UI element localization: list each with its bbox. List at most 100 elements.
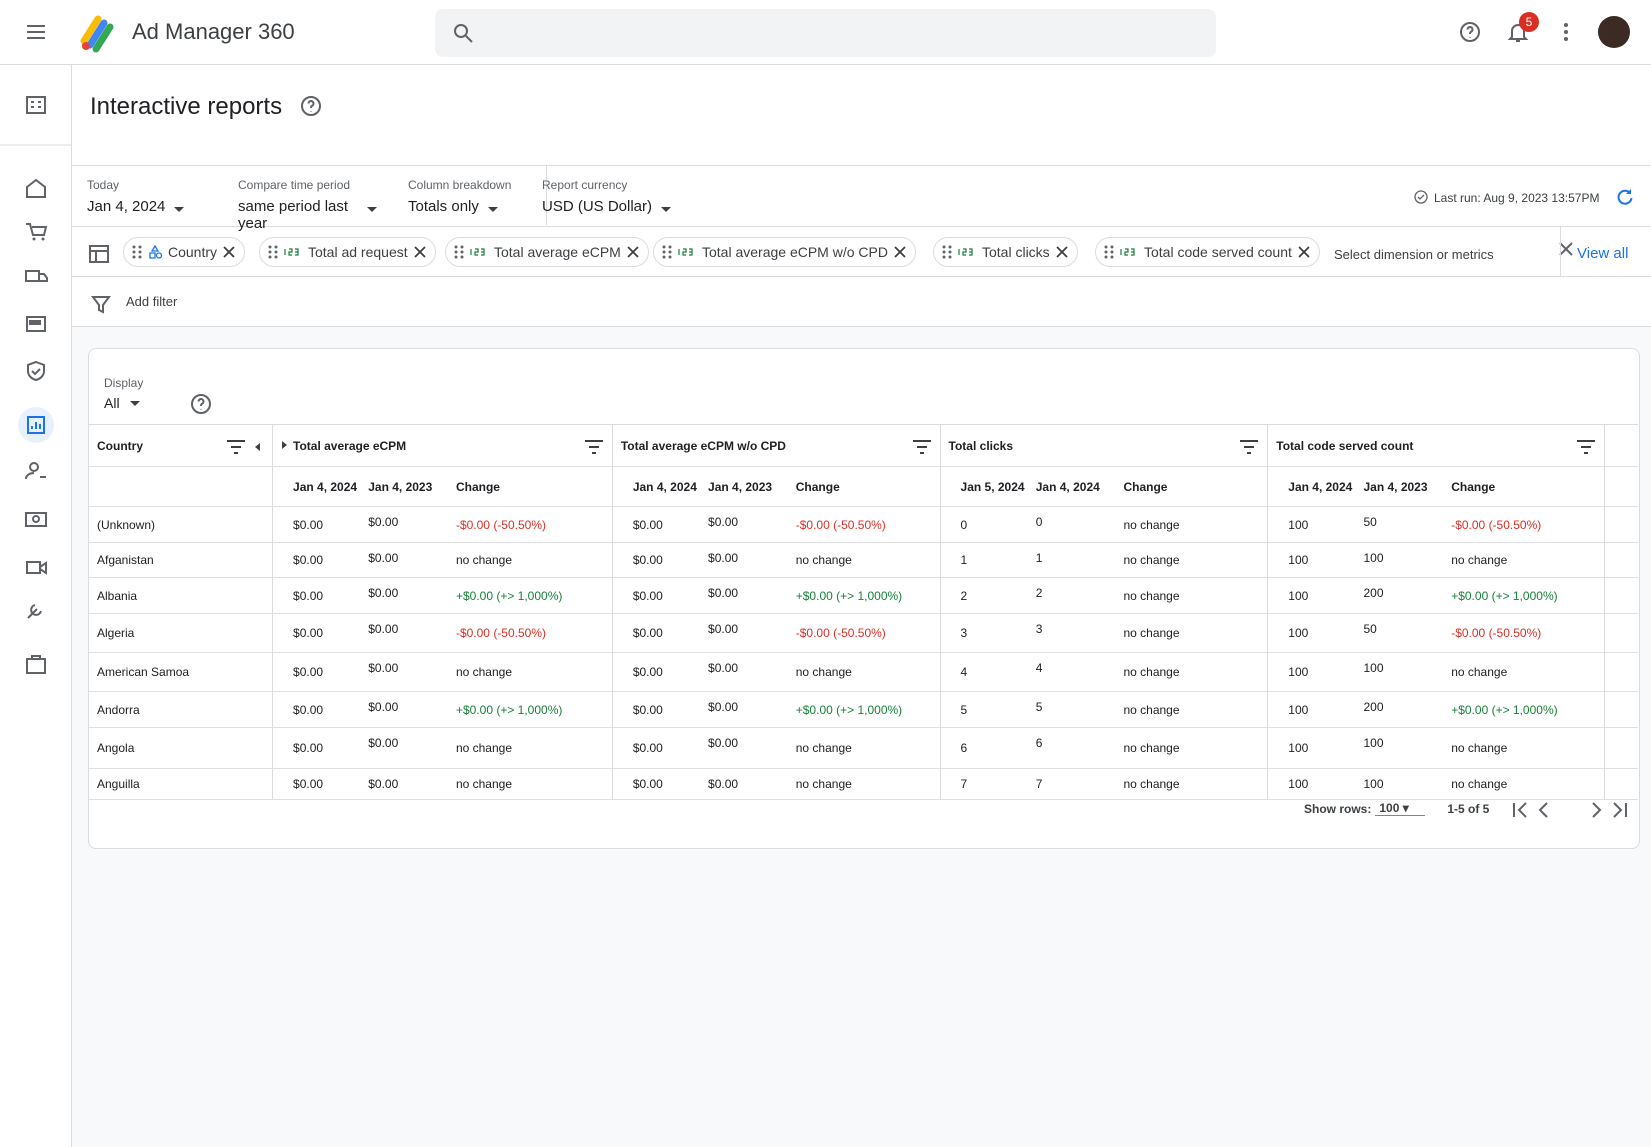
value-cell: $0.00 — [272, 691, 361, 728]
value-cell: +$0.00 (+> 1,000%) — [1443, 691, 1605, 728]
value-cell: $0.00 — [700, 768, 788, 800]
value-cell: no change — [1115, 727, 1268, 769]
value-cell: $0.00 — [611, 542, 701, 578]
chip-label: Total code served count — [1144, 244, 1292, 260]
group-header-text: Total code served count — [1276, 438, 1414, 453]
control-label: Report currency — [542, 178, 628, 192]
country-cell: Angola — [89, 727, 273, 769]
search-box[interactable] — [435, 9, 1216, 57]
avatar[interactable] — [1598, 16, 1630, 48]
add-filter[interactable]: Add filter — [126, 294, 178, 309]
value-cell: -$0.00 (-50.50%) — [787, 613, 941, 653]
value-cell: 6 — [939, 727, 1028, 769]
report-header: Interactive reports Last run: Aug 9, 202… — [72, 65, 1651, 327]
value-cell: +$0.00 (+> 1,000%) — [447, 691, 613, 728]
menu-button[interactable] — [24, 20, 48, 44]
view-all[interactable]: View all — [1577, 245, 1629, 262]
table-row: American Samoa $0.00 $0.00 no change $0.00 $0… — [89, 652, 1638, 692]
subheader-row: Jan 4, 2024 Jan 4, 2023 Change Jan 4, 2024 J… — [89, 466, 1638, 507]
value-cell: $0.00 — [611, 577, 701, 614]
subheader: Jan 4, 2023 — [360, 466, 448, 507]
group-header: Total average eCPM w/o CPD — [611, 424, 941, 467]
country-cell: Algeria — [89, 613, 273, 653]
value-cell: 100 — [1355, 727, 1444, 769]
value-cell: $0.00 — [611, 727, 701, 769]
value-cell: no change — [787, 727, 941, 769]
page-nav[interactable] — [1509, 799, 1634, 821]
value-cell: 4 — [1027, 652, 1116, 692]
value-cell: 5 — [939, 691, 1028, 728]
dimension-header-text: Country — [97, 438, 143, 453]
chip[interactable]: Country — [123, 237, 246, 267]
value-cell: 100 — [1355, 542, 1444, 578]
control-value: Totals only — [408, 198, 499, 215]
subheader: Change — [1443, 466, 1605, 507]
subheader: Jan 4, 2024 — [611, 466, 701, 507]
control[interactable]: Compare time period same period last year — [238, 178, 378, 233]
value-cell: 50 — [1355, 613, 1444, 653]
value-cell: $0.00 — [360, 727, 448, 769]
value-cell: 3 — [939, 613, 1028, 653]
subheader: Jan 4, 2024 — [272, 466, 361, 507]
value-cell: 7 — [1027, 768, 1116, 800]
subheader: Jan 4, 2024 — [1027, 466, 1116, 507]
last-run: Last run: Aug 9, 2023 13:57PM — [1434, 191, 1600, 205]
group-header: Total code served count — [1267, 424, 1605, 467]
notification-badge: 5 — [1519, 12, 1539, 32]
more-button[interactable] — [1554, 20, 1578, 44]
value-cell: 100 — [1267, 652, 1356, 692]
value-cell: $0.00 — [611, 506, 701, 543]
dimension-header: Country — [89, 424, 273, 467]
refresh-button[interactable] — [1616, 188, 1634, 206]
help-button[interactable] — [1458, 20, 1482, 44]
control[interactable]: Column breakdown Totals only — [408, 178, 548, 216]
rows-select[interactable]: 100 ▾ — [1375, 801, 1426, 816]
title-help[interactable] — [299, 94, 323, 118]
control-label: Column breakdown — [408, 178, 512, 192]
value-cell: $0.00 — [272, 542, 361, 578]
subheader: Change — [447, 466, 613, 507]
chip[interactable]: Total code served count — [1095, 237, 1320, 267]
spacer — [1604, 727, 1638, 769]
columns-button[interactable] — [88, 243, 110, 265]
value-cell: $0.00 — [360, 652, 448, 692]
table-row: Angola $0.00 $0.00 no change $0.00 $0.00 no ch… — [89, 727, 1638, 769]
subheader: Jan 5, 2024 — [939, 466, 1028, 507]
spacer — [1604, 613, 1638, 653]
chip-placeholder[interactable]: Select dimension or metrics — [1334, 247, 1494, 262]
spacer — [1604, 691, 1638, 728]
control[interactable]: Report currency USD (US Dollar) — [542, 178, 682, 216]
chip[interactable]: Total average eCPM — [445, 237, 649, 267]
chip[interactable]: Total clicks — [933, 237, 1078, 267]
group-header-text: Total average eCPM w/o CPD — [620, 438, 786, 453]
value-cell: no change — [447, 652, 613, 692]
spacer — [1604, 424, 1638, 467]
value-cell: $0.00 — [272, 768, 361, 800]
value-cell: 7 — [939, 768, 1028, 800]
chip-label: Total ad request — [308, 244, 408, 260]
display-select[interactable]: All — [104, 395, 141, 411]
top-bar: Ad Manager 360 5 — [0, 0, 1651, 65]
control-value: USD (US Dollar) — [542, 198, 672, 215]
page-range: 1-5 of 5 — [1447, 801, 1490, 816]
value-cell: no change — [1443, 727, 1605, 769]
value-cell: 0 — [1027, 506, 1116, 543]
side-nav — [0, 65, 72, 1147]
table-row: Algeria $0.00 $0.00 -$0.00 (-50.50%) $0.00 $0… — [89, 613, 1638, 653]
control[interactable]: Today Jan 4, 2024 — [87, 178, 227, 216]
value-cell: no change — [1443, 542, 1605, 578]
value-cell: no change — [447, 542, 613, 578]
value-cell: no change — [787, 768, 941, 800]
value-cell: no change — [447, 727, 613, 769]
chip[interactable]: Total ad request — [259, 237, 436, 267]
value-cell: 2 — [939, 577, 1028, 614]
chip-label: Total average eCPM w/o CPD — [702, 244, 888, 260]
value-cell: no change — [1115, 506, 1268, 543]
clear-chips[interactable] — [1557, 238, 1575, 264]
value-cell: +$0.00 (+> 1,000%) — [787, 691, 941, 728]
control-value: same period last year — [238, 198, 378, 232]
chip-label: Total clicks — [982, 244, 1050, 260]
chip[interactable]: Total average eCPM w/o CPD — [653, 237, 916, 267]
display-help[interactable] — [189, 392, 213, 416]
